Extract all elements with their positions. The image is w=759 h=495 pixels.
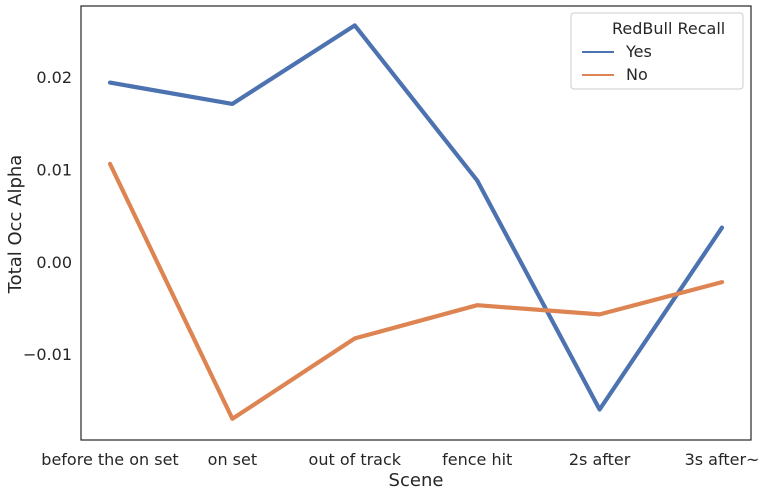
x-tick-label: before the on set <box>41 450 178 469</box>
x-tick-label: fence hit <box>442 450 512 469</box>
y-axis-label: Total Occ Alpha <box>5 155 26 295</box>
y-tick-labels: −0.01 0.00 0.01 0.02 <box>23 68 72 364</box>
x-tick-label: on set <box>208 450 257 469</box>
x-tick-labels: before the on set on set out of track fence… <box>41 450 759 469</box>
x-axis-label: Scene <box>389 470 444 491</box>
series-line-no <box>107 161 725 421</box>
y-tick-label: −0.01 <box>23 345 72 364</box>
x-tick-label: 2s after <box>569 450 631 469</box>
legend-label-no: No <box>626 65 648 84</box>
y-tick-label: 0.02 <box>36 68 72 87</box>
x-tick-label: 3s after~ <box>685 450 759 469</box>
legend: RedBull Recall Yes No <box>570 12 744 90</box>
series-line-yes <box>107 23 725 412</box>
legend-box <box>570 12 744 90</box>
x-tick-label: out of track <box>309 450 402 469</box>
y-tick-label: 0.00 <box>36 253 72 272</box>
legend-title: RedBull Recall <box>612 19 725 38</box>
y-tick-label: 0.01 <box>36 160 72 179</box>
series-lines <box>107 23 725 421</box>
legend-label-yes: Yes <box>625 42 652 61</box>
